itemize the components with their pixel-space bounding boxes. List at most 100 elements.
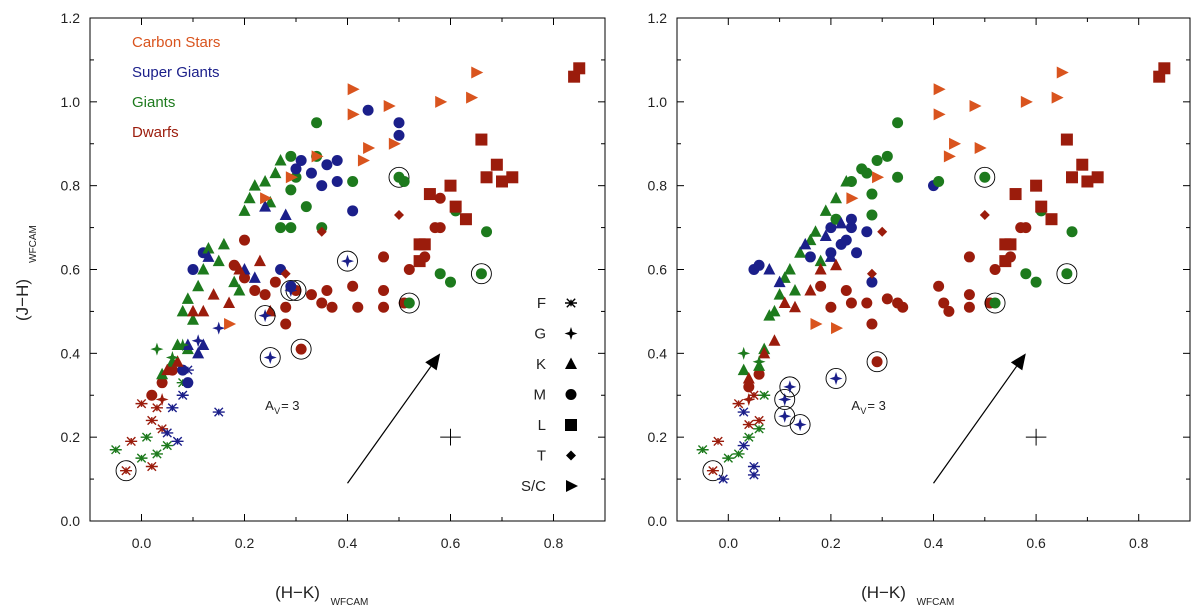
data-point xyxy=(202,242,215,254)
data-point xyxy=(316,180,328,192)
data-point xyxy=(363,141,376,154)
data-point xyxy=(311,150,324,163)
data-point xyxy=(763,263,776,275)
data-point xyxy=(732,449,745,459)
data-point xyxy=(347,108,360,121)
data-point xyxy=(212,254,225,267)
y-axis-label-subscript: WFCAM xyxy=(28,225,39,263)
legend-type-label: F xyxy=(537,295,546,312)
data-point xyxy=(814,263,827,275)
data-point xyxy=(161,428,174,438)
data-point xyxy=(187,313,199,325)
circled-point-ring xyxy=(388,166,410,188)
data-point xyxy=(747,461,760,472)
data-point xyxy=(176,338,190,352)
data-point xyxy=(197,338,210,350)
data-point xyxy=(830,258,843,271)
data-point xyxy=(125,436,138,447)
data-point xyxy=(1004,238,1017,251)
data-point xyxy=(305,289,317,301)
data-point xyxy=(825,222,837,234)
data-point xyxy=(783,263,796,275)
data-point xyxy=(290,163,302,175)
data-point xyxy=(279,208,292,221)
data-point xyxy=(316,226,327,237)
legend-type-label: S/C xyxy=(521,478,546,495)
data-point xyxy=(239,272,250,284)
data-point xyxy=(979,210,990,221)
extinction-label: A xyxy=(265,398,274,413)
data-point xyxy=(840,284,852,296)
data-point xyxy=(285,150,297,162)
data-point xyxy=(475,268,487,280)
circled-point-ring xyxy=(115,460,137,482)
data-point xyxy=(788,283,801,296)
circled-point-ring xyxy=(337,250,358,272)
data-point xyxy=(1020,95,1033,108)
data-point xyxy=(861,297,873,309)
data-point xyxy=(311,117,323,129)
data-point xyxy=(1091,171,1104,184)
data-point xyxy=(444,179,457,192)
data-point xyxy=(846,192,859,205)
data-point xyxy=(166,403,179,413)
data-point xyxy=(814,254,827,267)
circled-point-ring xyxy=(702,460,724,482)
data-point xyxy=(378,301,390,313)
data-point xyxy=(321,159,333,171)
x-tick-label: 0.6 xyxy=(1026,535,1046,551)
data-point xyxy=(831,322,844,335)
data-point xyxy=(871,155,883,167)
data-point xyxy=(295,343,307,355)
data-point xyxy=(753,259,765,271)
data-point xyxy=(182,377,194,389)
data-point xyxy=(202,250,215,262)
legend-type-label: G xyxy=(534,326,546,343)
legend-marker xyxy=(565,419,577,431)
data-point xyxy=(161,363,174,376)
data-point xyxy=(171,436,184,447)
data-point xyxy=(717,474,730,484)
data-point xyxy=(979,171,991,183)
data-point xyxy=(851,247,863,259)
reddening-vector-arrowhead xyxy=(1010,353,1026,371)
data-point xyxy=(747,390,760,400)
data-point xyxy=(793,418,807,432)
data-point xyxy=(974,141,987,154)
data-point xyxy=(150,403,163,413)
data-point xyxy=(471,66,484,79)
data-point xyxy=(989,264,1001,275)
data-point xyxy=(768,304,781,317)
data-point xyxy=(435,95,448,108)
y-tick-label: 0.4 xyxy=(648,345,668,361)
data-point xyxy=(758,390,771,400)
data-point xyxy=(357,154,370,167)
data-point xyxy=(933,108,946,121)
data-point xyxy=(830,191,843,204)
data-point xyxy=(434,192,446,204)
x-tick-label: 0.0 xyxy=(719,535,739,551)
data-point xyxy=(881,150,893,162)
data-point xyxy=(1061,268,1073,280)
data-point xyxy=(197,263,210,275)
data-point xyxy=(722,453,735,463)
x-tick-label: 0.4 xyxy=(338,535,358,551)
data-point xyxy=(573,62,586,75)
data-point xyxy=(413,255,426,268)
data-point xyxy=(171,338,184,350)
y-tick-label: 1.0 xyxy=(61,94,81,110)
data-point xyxy=(773,275,786,288)
data-point xyxy=(171,355,184,367)
data-point xyxy=(156,424,169,434)
data-point xyxy=(155,392,169,406)
data-point xyxy=(778,409,792,423)
legend-marker xyxy=(565,389,577,400)
data-point xyxy=(897,301,909,313)
circled-point-ring xyxy=(779,376,801,398)
data-point xyxy=(753,368,765,380)
data-point xyxy=(490,158,503,171)
data-point xyxy=(228,275,241,288)
data-point xyxy=(706,466,719,476)
data-point xyxy=(305,167,317,179)
